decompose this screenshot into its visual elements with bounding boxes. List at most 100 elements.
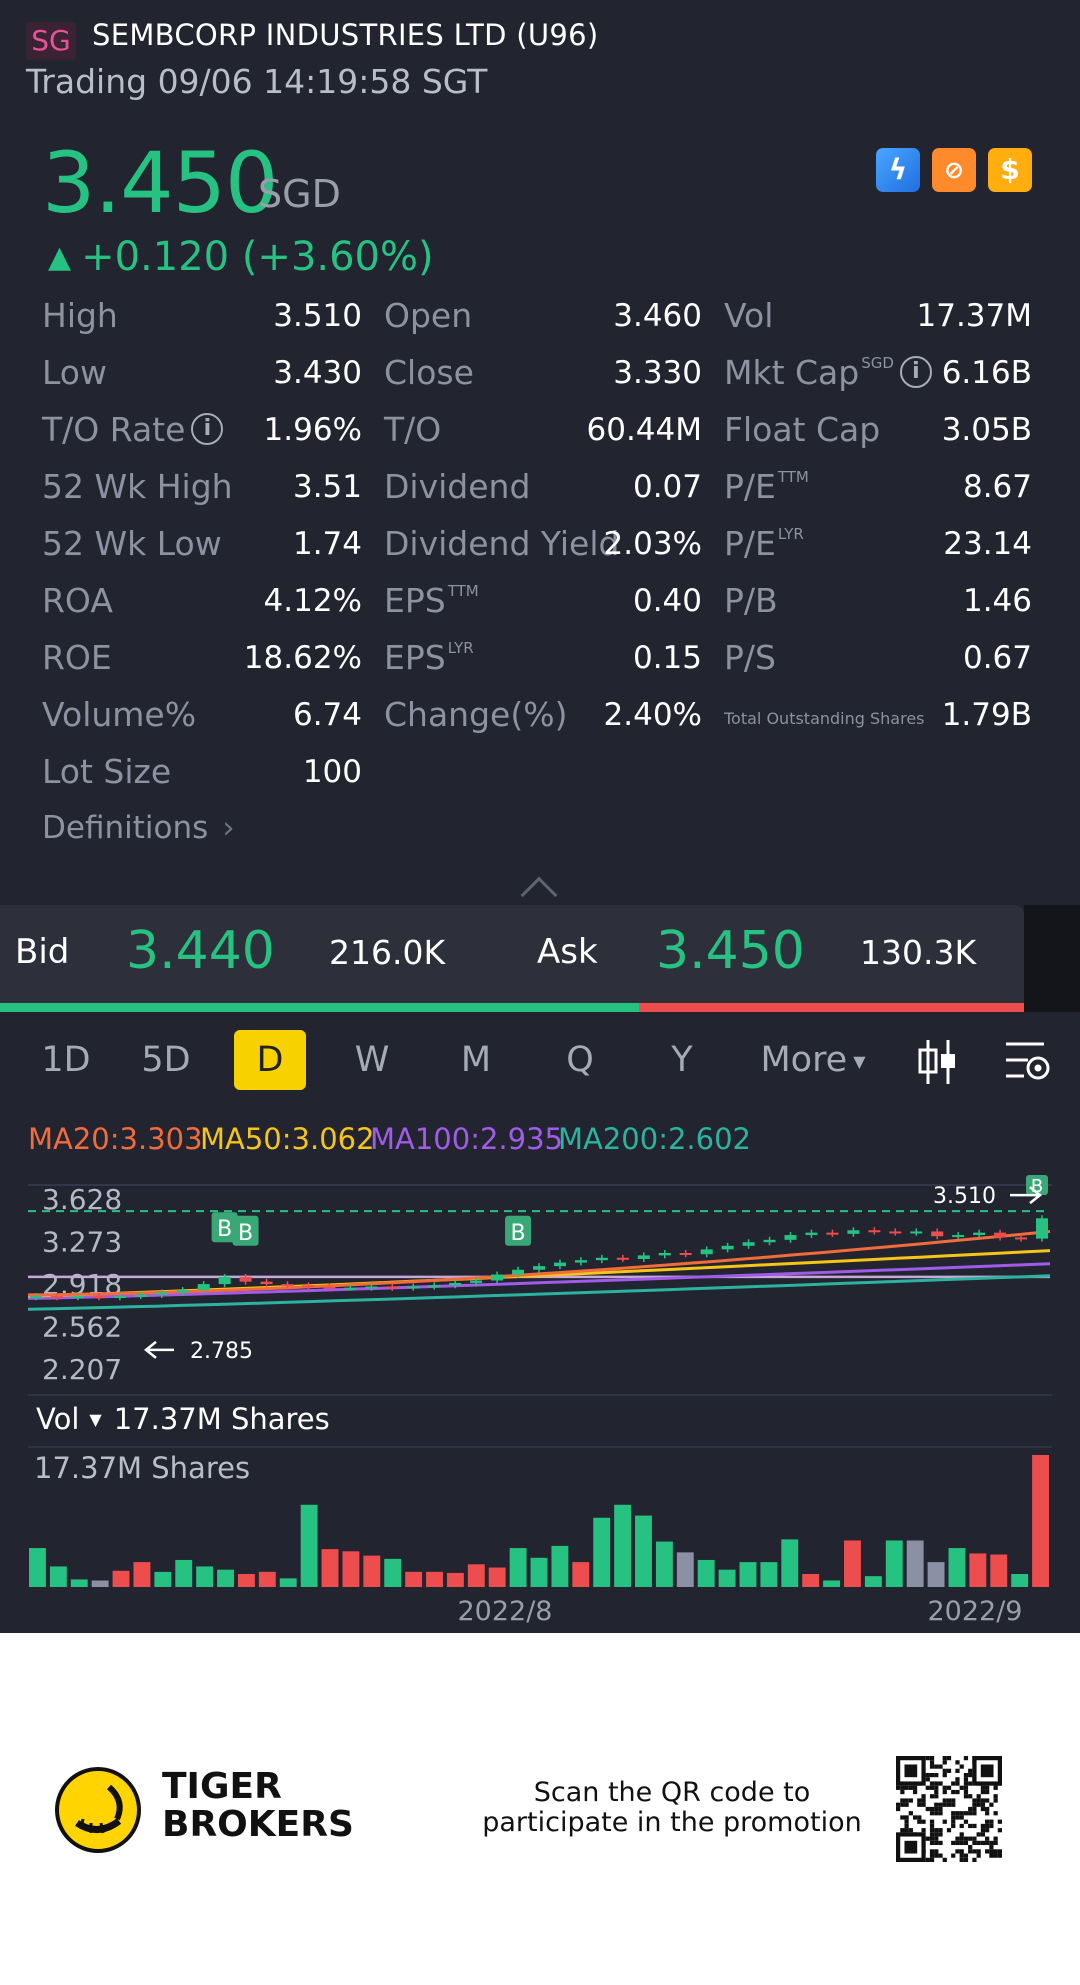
qr-module [959, 1785, 964, 1790]
promo-text: Scan the QR code to participate in the pr… [480, 1778, 864, 1838]
qr-module [908, 1828, 913, 1833]
qr-module [925, 1756, 930, 1761]
volume-bar [655, 1541, 673, 1587]
volume-bar [885, 1540, 903, 1587]
qr-module [976, 1798, 981, 1803]
qr-module [989, 1840, 994, 1846]
qr-module [976, 1840, 981, 1846]
qr-module [972, 1798, 977, 1803]
qr-module [900, 1828, 905, 1833]
qr-module [951, 1781, 956, 1786]
qr-module [942, 1857, 947, 1862]
qr-code[interactable] [896, 1756, 1002, 1862]
qr-module [908, 1785, 913, 1790]
candle-body [281, 1284, 294, 1287]
brand-line-1: TIGER [162, 1766, 282, 1807]
up-arrow-icon: ▲ [48, 240, 72, 275]
qr-module [963, 1756, 969, 1761]
stat-label-text: P/B [724, 581, 778, 620]
price-change: ▲ +0.120 (+3.60%) [48, 234, 434, 280]
buy-marker-label: B [238, 1221, 253, 1246]
stat-value: 23.14 [943, 526, 1032, 562]
buy-marker-label: B [217, 1217, 232, 1242]
promo-line-1: Scan the QR code to [533, 1777, 811, 1808]
qr-module [917, 1802, 922, 1807]
qr-module [942, 1802, 947, 1807]
tiger-logo [55, 1767, 141, 1853]
qr-module [989, 1802, 994, 1807]
qr-module [942, 1789, 947, 1795]
qr-module [963, 1794, 969, 1799]
qr-module [921, 1794, 926, 1799]
candle-body [470, 1280, 483, 1283]
qr-module [980, 1840, 986, 1846]
qr-module [968, 1806, 973, 1812]
chevron-right-icon: › [222, 810, 235, 846]
info-icon[interactable]: i [191, 412, 224, 445]
qr-module [900, 1798, 905, 1803]
ma50-label: MA50:3.062 [200, 1122, 375, 1156]
price-change-value: +0.120 (+3.60%) [81, 234, 434, 280]
qr-module [938, 1828, 943, 1833]
stat-label: Mkt Cap SGD i [724, 353, 932, 392]
qr-module [985, 1811, 990, 1816]
qr-module [942, 1768, 947, 1773]
candle-body [616, 1257, 629, 1260]
chart-swap-icon[interactable]: ⊘ [932, 148, 976, 192]
dollar-icon[interactable]: $ [988, 148, 1032, 192]
chart-settings-icon[interactable] [1004, 1040, 1052, 1084]
qr-module [929, 1819, 935, 1824]
candle-body [847, 1230, 860, 1234]
tab-m[interactable]: M [460, 1040, 492, 1080]
candle-body [763, 1239, 776, 1243]
definitions-link[interactable]: Definitions › [42, 810, 235, 846]
qr-module [955, 1840, 960, 1846]
stat-label-text: P/S [724, 638, 776, 677]
tab-q[interactable]: Q [566, 1040, 594, 1080]
volume-bar [969, 1553, 987, 1587]
qr-module [951, 1823, 956, 1829]
candle-body [994, 1232, 1007, 1238]
candle-body [365, 1286, 378, 1289]
qr-module [993, 1840, 998, 1846]
lightning-icon[interactable]: ϟ [876, 148, 920, 192]
qr-module [963, 1772, 969, 1778]
qr-module [934, 1853, 939, 1858]
qr-module [951, 1840, 956, 1846]
qr-module [968, 1823, 973, 1829]
ma200-label: MA200:2.602 [558, 1122, 752, 1156]
volume-bar [864, 1576, 882, 1587]
volume-header[interactable]: Vol ▼ 17.37M Shares [36, 1402, 330, 1436]
stat-value: 1.74 [292, 526, 362, 562]
candle-body [952, 1235, 965, 1238]
qr-module [942, 1785, 947, 1790]
qr-module [934, 1781, 939, 1786]
stat-label: Vol [724, 296, 773, 335]
company-name: SEMBCORP INDUSTRIES LTD (U96) [92, 18, 599, 52]
qr-module [959, 1857, 964, 1862]
qr-module [904, 1802, 909, 1807]
candle-body [323, 1286, 336, 1289]
tab-1d[interactable]: 1D [41, 1040, 91, 1080]
qr-module [993, 1849, 998, 1854]
tab-5d[interactable]: 5D [141, 1040, 191, 1080]
candle-body [428, 1285, 441, 1288]
qr-module [980, 1823, 986, 1829]
candlestick-icon[interactable] [916, 1038, 960, 1086]
volume-bar [196, 1566, 214, 1587]
tab-d[interactable]: D [234, 1030, 306, 1090]
tab-w[interactable]: W [354, 1040, 390, 1080]
candle-body [344, 1287, 357, 1290]
stat-label-text: Total Outstanding Shares [724, 709, 925, 728]
stat-value: 3.460 [613, 298, 702, 334]
qr-module [980, 1764, 994, 1778]
y-tick-label: 2.562 [42, 1311, 122, 1344]
qr-module [959, 1823, 964, 1829]
qr-module [972, 1857, 977, 1862]
qr-module [959, 1849, 964, 1854]
qr-module [912, 1789, 918, 1795]
tab-more[interactable]: More ▼ [758, 1030, 868, 1090]
tab-y[interactable]: Y [671, 1040, 693, 1080]
info-icon[interactable]: i [899, 355, 932, 388]
